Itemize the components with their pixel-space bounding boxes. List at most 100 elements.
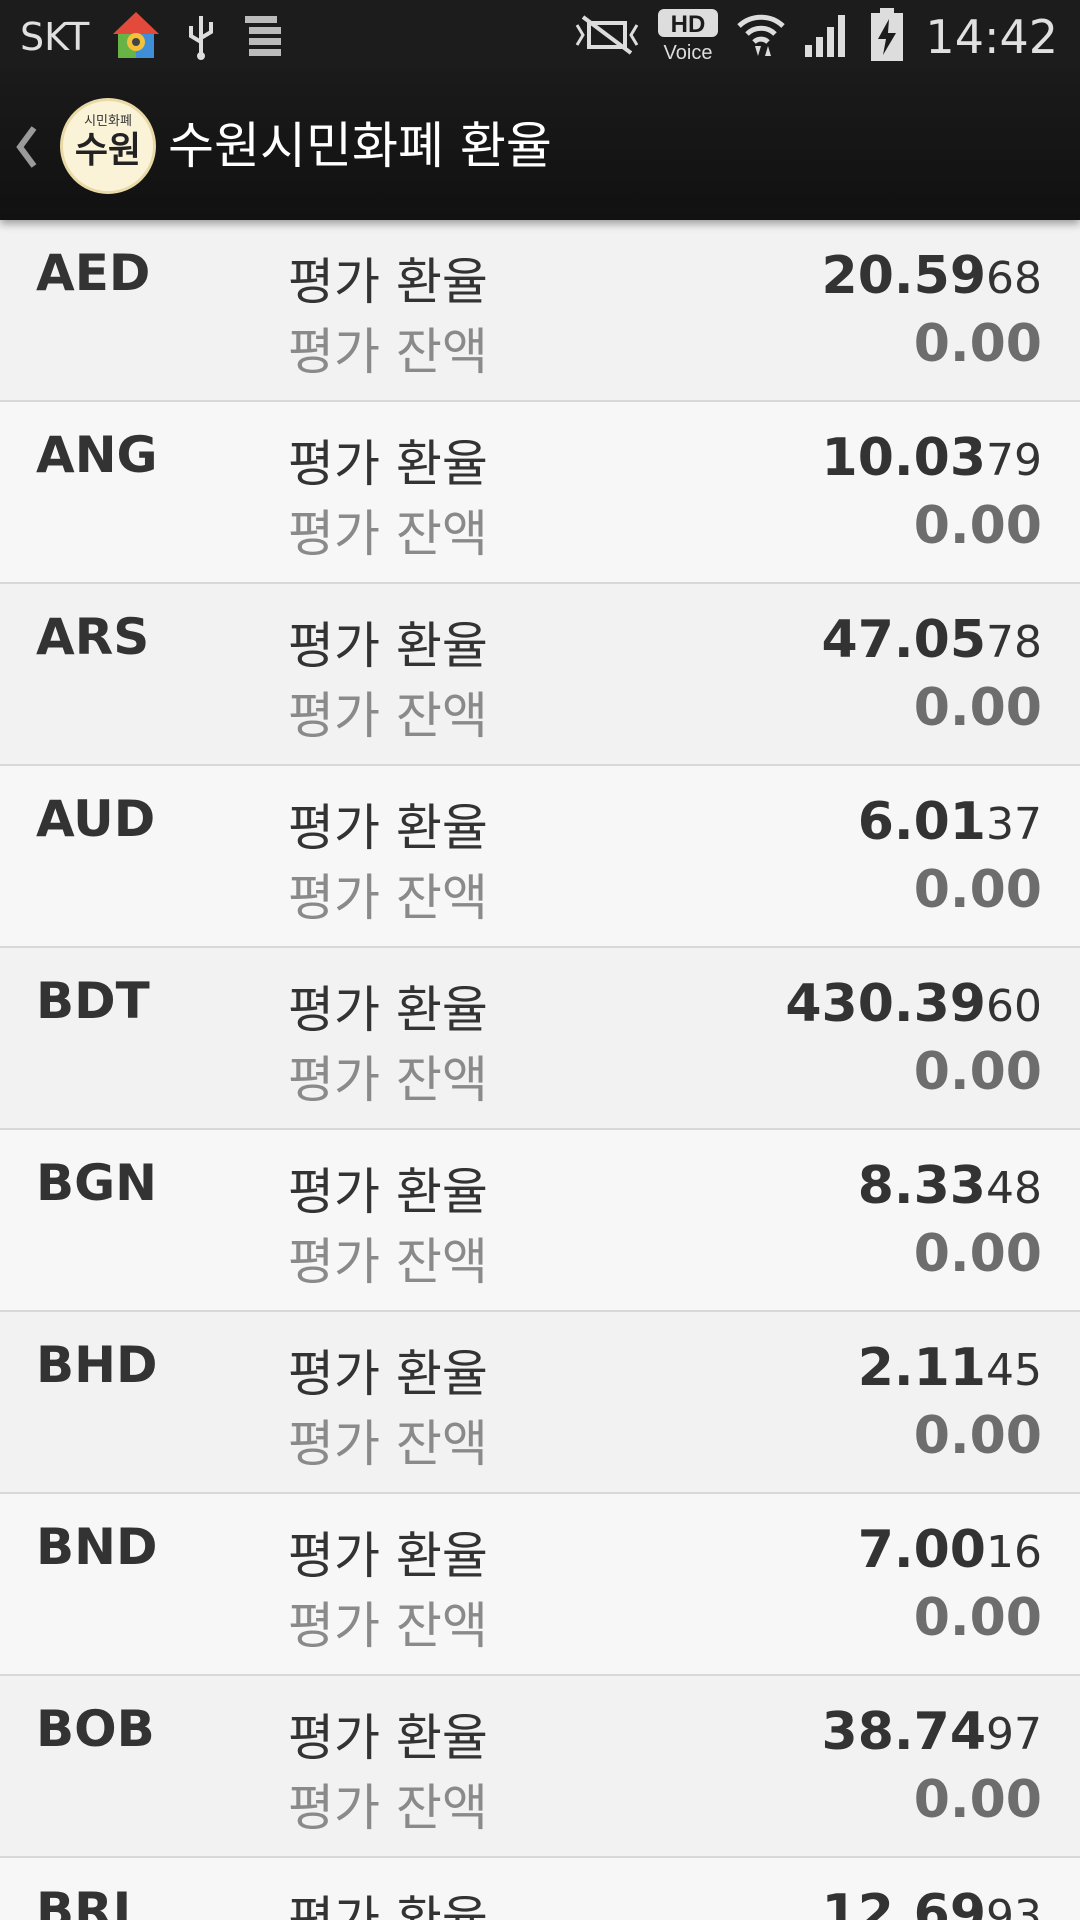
rate-value: 2.1145 (858, 1338, 1042, 1398)
rate-value: 8.3348 (858, 1156, 1042, 1216)
currency-code: BOB (36, 1700, 155, 1758)
rate-value-sub: 78 (986, 617, 1042, 668)
currency-code: ARS (36, 608, 150, 666)
balance-label: 평가 잔액 (288, 1779, 488, 1837)
currency-code: BRL (36, 1882, 145, 1920)
currency-row[interactable]: BDT 평가 환율 평가 잔액 430.3960 0.00 (0, 948, 1080, 1130)
balance-value: 0.00 (913, 496, 1042, 556)
rate-value-main: 12.69 (821, 1884, 986, 1920)
voice-label: Voice (664, 42, 713, 63)
carrier-label: SKT (20, 15, 90, 59)
currency-row[interactable]: AED 평가 환율 평가 잔액 20.5968 0.00 (0, 220, 1080, 402)
app-logo[interactable]: 시민화폐 수원 (60, 98, 156, 194)
currency-row[interactable]: BGN 평가 환율 평가 잔액 8.3348 0.00 (0, 1130, 1080, 1312)
balance-label: 평가 잔액 (288, 1415, 488, 1473)
back-chevron-icon[interactable] (10, 118, 40, 176)
currency-row[interactable]: BHD 평가 환율 평가 잔액 2.1145 0.00 (0, 1312, 1080, 1494)
balance-value: 0.00 (913, 1042, 1042, 1102)
balance-value: 0.00 (913, 1224, 1042, 1284)
balance-label: 평가 잔액 (288, 687, 488, 745)
status-bar-right: HD Voice (573, 0, 1058, 74)
balance-label: 평가 잔액 (288, 323, 488, 381)
balance-value: 0.00 (913, 1588, 1042, 1648)
currency-row[interactable]: BND 평가 환율 평가 잔액 7.0016 0.00 (0, 1494, 1080, 1676)
rate-label: 평가 환율 (288, 981, 488, 1039)
balance-label: 평가 잔액 (288, 1233, 488, 1291)
rate-value-main: 2.11 (857, 1338, 986, 1398)
currency-row[interactable]: ANG 평가 환율 평가 잔액 10.0379 0.00 (0, 402, 1080, 584)
hd-label: HD (671, 11, 706, 38)
rate-value-sub: 16 (986, 1527, 1042, 1578)
currency-row[interactable]: BOB 평가 환율 평가 잔액 38.7497 0.00 (0, 1676, 1080, 1858)
currency-code: BHD (36, 1336, 158, 1394)
rate-value: 430.3960 (785, 974, 1042, 1034)
rate-label: 평가 환율 (288, 1345, 488, 1403)
rate-value-sub: 97 (986, 1709, 1042, 1760)
rate-value: 20.5968 (822, 246, 1042, 306)
balance-value: 0.00 (913, 1770, 1042, 1830)
rate-value-sub: 45 (986, 1345, 1042, 1396)
rate-label: 평가 환율 (288, 435, 488, 493)
battery-charging-icon (869, 7, 905, 67)
rate-label: 평가 환율 (288, 1709, 488, 1767)
rate-label: 평가 환율 (288, 253, 488, 311)
usb-icon (183, 10, 219, 64)
rate-label: 평가 환율 (288, 1163, 488, 1221)
balance-label: 평가 잔액 (288, 869, 488, 927)
currency-row[interactable]: AUD 평가 환율 평가 잔액 6.0137 0.00 (0, 766, 1080, 948)
rate-value: 10.0379 (822, 428, 1042, 488)
rate-value: 6.0137 (858, 792, 1042, 852)
rate-value: 38.7497 (822, 1702, 1042, 1762)
logo-top-text: 시민화폐 (84, 114, 132, 129)
stack-icon (241, 10, 285, 64)
currency-code: ANG (36, 426, 158, 484)
mute-icon (573, 13, 641, 61)
rate-value-main: 10.03 (821, 428, 986, 488)
rate-value-main: 38.74 (821, 1702, 986, 1762)
balance-label: 평가 잔액 (288, 1597, 488, 1655)
rate-value-main: 430.39 (785, 974, 986, 1034)
rate-value-sub: 68 (986, 253, 1042, 304)
rate-label: 평가 환율 (288, 799, 488, 857)
currency-code: AED (36, 244, 151, 302)
balance-label: 평가 잔액 (288, 505, 488, 563)
rate-value-main: 47.05 (821, 610, 986, 670)
rate-value: 47.0578 (822, 610, 1042, 670)
status-bar: SKT (0, 0, 1080, 74)
rate-label: 평가 환율 (288, 1527, 488, 1585)
currency-row[interactable]: ARS 평가 환율 평가 잔액 47.0578 0.00 (0, 584, 1080, 766)
balance-label: 평가 잔액 (288, 1051, 488, 1109)
rate-value-main: 7.00 (857, 1520, 986, 1580)
status-time: 14:42 (925, 10, 1058, 64)
page-title: 수원시민화폐 환율 (168, 117, 552, 175)
home-gear-icon (111, 10, 161, 64)
rate-label: 평가 환율 (288, 1891, 488, 1920)
hd-voice-icon: HD Voice (657, 7, 719, 67)
balance-value: 0.00 (913, 1406, 1042, 1466)
exchange-rate-list: AED 평가 환율 평가 잔액 20.5968 0.00 ANG 평가 환율 평… (0, 220, 1080, 1920)
status-bar-left: SKT (20, 0, 285, 74)
logo-main-text: 수원 (74, 130, 142, 171)
rate-value-sub: 60 (986, 981, 1042, 1032)
rate-value-main: 6.01 (857, 792, 986, 852)
currency-code: BGN (36, 1154, 157, 1212)
currency-row[interactable]: BRL 평가 환율 평가 잔액 12.6993 (0, 1858, 1080, 1920)
rate-value-sub: 79 (986, 435, 1042, 486)
rate-value-sub: 48 (986, 1163, 1042, 1214)
rate-value-main: 20.59 (821, 246, 986, 306)
balance-value: 0.00 (913, 678, 1042, 738)
rate-value-sub: 93 (986, 1891, 1042, 1920)
wifi-icon (735, 10, 787, 64)
rate-value: 12.6993 (822, 1884, 1042, 1920)
action-bar: 시민화폐 수원 수원시민화폐 환율 (0, 74, 1080, 220)
signal-icon (803, 11, 853, 63)
balance-value: 0.00 (913, 314, 1042, 374)
rate-value: 7.0016 (858, 1520, 1042, 1580)
balance-value: 0.00 (913, 860, 1042, 920)
currency-code: BDT (36, 972, 150, 1030)
currency-code: BND (36, 1518, 158, 1576)
rate-value-sub: 37 (986, 799, 1042, 850)
rate-value-main: 8.33 (857, 1156, 986, 1216)
rate-label: 평가 환율 (288, 617, 488, 675)
